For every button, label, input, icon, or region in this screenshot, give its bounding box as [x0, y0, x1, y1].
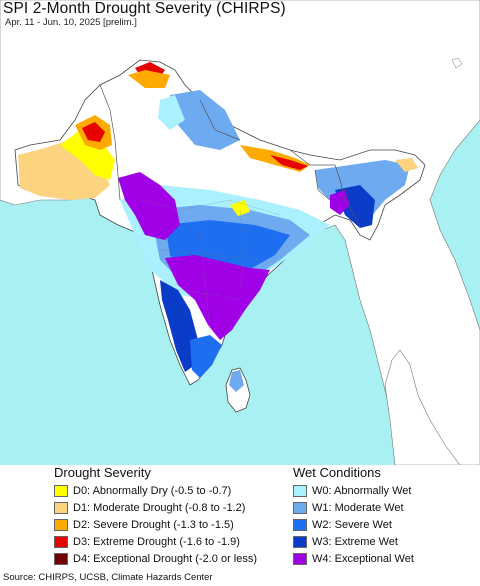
legend-item-d4: D4: Exceptional Drought (-2.0 or less) [54, 552, 257, 566]
legend-label-w4: W4: Exceptional Wet [312, 553, 414, 565]
legend-label-w0: W0: Abnormally Wet [312, 485, 412, 497]
legend-label-w2: W2: Severe Wet [312, 519, 392, 531]
swatch-d0 [54, 485, 68, 497]
legend-item-w2: W2: Severe Wet [293, 518, 392, 532]
legend: Drought Severity Wet Conditions D0: Abno… [0, 465, 480, 571]
zone-w0-north [158, 95, 185, 130]
legend-item-d1: D1: Moderate Drought (-0.8 to -1.2) [54, 501, 245, 515]
legend-item-d2: D2: Severe Drought (-1.3 to -1.5) [54, 518, 234, 532]
zone-w1-north [170, 90, 240, 150]
swatch-d4 [54, 553, 68, 565]
island-ne [451, 57, 463, 69]
legend-label-d1: D1: Moderate Drought (-0.8 to -1.2) [73, 502, 246, 514]
legend-label-d0: D0: Abnormally Dry (-0.5 to -0.7) [73, 485, 232, 497]
map-title: SPI 2-Month Drought Severity (CHIRPS) [3, 0, 286, 17]
legend-item-d0: D0: Abnormally Dry (-0.5 to -0.7) [54, 484, 231, 498]
swatch-w1 [293, 502, 307, 514]
zone-w4-central [165, 255, 270, 340]
land-southeast-asia [384, 349, 461, 465]
swatch-d1 [54, 502, 68, 514]
legend-item-w4: W4: Exceptional Wet [293, 552, 414, 566]
swatch-w4 [293, 553, 307, 565]
zone-w1-srilanka [229, 370, 244, 392]
drought-map [0, 0, 480, 465]
country-borders [99, 84, 361, 226]
legend-drought-title: Drought Severity [54, 465, 151, 480]
map-canvas [0, 0, 480, 465]
zone-d1-east [395, 158, 418, 172]
legend-wet-title: Wet Conditions [293, 465, 381, 480]
zone-w4-west [118, 172, 180, 240]
swatch-w3 [293, 536, 307, 548]
legend-label-d4: D4: Exceptional Drought (-2.0 or less) [73, 553, 258, 565]
legend-item-w1: W1: Moderate Wet [293, 501, 404, 515]
legend-item-d3: D3: Extreme Drought (-1.6 to -1.9) [54, 535, 240, 549]
legend-label-w3: W3: Extreme Wet [312, 536, 398, 548]
legend-item-w3: W3: Extreme Wet [293, 535, 398, 549]
legend-label-d2: D2: Severe Drought (-1.3 to -1.5) [73, 519, 234, 531]
swatch-w0 [293, 485, 307, 497]
swatch-d3 [54, 536, 68, 548]
swatch-w2 [293, 519, 307, 531]
zone-d3-nepal [270, 155, 308, 170]
map-subtitle: Apr. 11 - Jun. 10, 2025 [prelim.] [5, 17, 137, 28]
source-credit: Source: CHIRPS, UCSB, Climate Hazards Ce… [3, 572, 213, 583]
swatch-d2 [54, 519, 68, 531]
zone-d3-west [82, 122, 105, 142]
legend-label-w1: W1: Moderate Wet [312, 502, 404, 514]
zone-d0-central [230, 200, 250, 216]
state-borders [139, 199, 281, 331]
zone-w4-ne [330, 190, 350, 215]
zone-d2-north [128, 70, 170, 88]
zone-w2-south [190, 335, 222, 378]
legend-label-d3: D3: Extreme Drought (-1.6 to -1.9) [73, 536, 240, 548]
zone-w3-west-coast [160, 280, 198, 372]
legend-item-w0: W0: Abnormally Wet [293, 484, 411, 498]
